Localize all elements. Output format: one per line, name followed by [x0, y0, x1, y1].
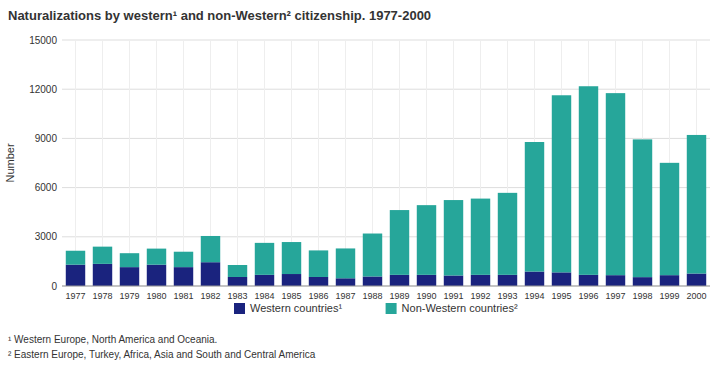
bar [282, 242, 301, 274]
tick-label: 1996 [578, 291, 598, 301]
bar [201, 262, 220, 286]
bar [309, 250, 328, 277]
tick-label: 1997 [605, 291, 625, 301]
bar [174, 252, 193, 267]
title: Naturalizations by western¹ and non-West… [8, 8, 431, 23]
tick-label: 1992 [470, 291, 490, 301]
bar [552, 95, 571, 272]
footnote: ² Eastern Europe, Turkey, Africa, Asia a… [8, 349, 316, 360]
bar [66, 265, 85, 286]
tick-label: 6000 [35, 182, 58, 193]
bar [660, 275, 679, 286]
bar [633, 277, 652, 286]
bar [228, 265, 247, 277]
tick-label: 1994 [524, 291, 544, 301]
bar [390, 210, 409, 275]
legend-label: Western countries¹ [250, 302, 342, 314]
tick-label: 1987 [335, 291, 355, 301]
tick-label: 1985 [281, 291, 301, 301]
tick-label: 3000 [35, 231, 58, 242]
bar [579, 275, 598, 286]
grid-line [62, 89, 710, 90]
grid-line [75, 40, 76, 286]
chart: Naturalizations by western¹ and non-West… [0, 0, 721, 378]
tick-label: 1983 [227, 291, 247, 301]
bar [363, 276, 382, 286]
tick-label: 1979 [119, 291, 139, 301]
footnote: ¹ Western Europe, North America and Ocea… [8, 334, 217, 345]
bar [471, 275, 490, 286]
bar [606, 93, 625, 275]
bar [255, 275, 274, 286]
bar [444, 276, 463, 286]
axis-line [62, 286, 710, 287]
bar [255, 243, 274, 275]
bar [633, 139, 652, 277]
grid-line [237, 40, 238, 286]
bar [579, 86, 598, 275]
bar [336, 248, 355, 278]
tick-label: 1991 [443, 291, 463, 301]
bar [228, 277, 247, 286]
tick-label: 0 [51, 281, 57, 292]
bar [120, 267, 139, 286]
bar [390, 275, 409, 286]
tick-label: 1986 [308, 291, 328, 301]
tick-label: 2000 [686, 291, 706, 301]
grid-line [183, 40, 184, 286]
bar [201, 236, 220, 262]
bar [363, 234, 382, 277]
tick-label: 1993 [497, 291, 517, 301]
bar [93, 264, 112, 286]
tick-label: 1978 [92, 291, 112, 301]
bars [66, 86, 706, 286]
legend-swatch [234, 303, 245, 314]
legend-label: Non-Western countries² [402, 302, 518, 314]
bar [336, 278, 355, 286]
bar [147, 265, 166, 286]
bar [606, 275, 625, 286]
bar [525, 142, 544, 272]
tick-label: 9000 [35, 133, 58, 144]
legend-swatch [386, 303, 397, 314]
bar [687, 274, 706, 286]
bar [444, 200, 463, 275]
bar [687, 135, 706, 274]
tick-label: 1984 [254, 291, 274, 301]
grid-line [318, 40, 319, 286]
bar [498, 193, 517, 275]
tick-label: 1999 [659, 291, 679, 301]
grid-line [129, 40, 130, 286]
tick-label: 1998 [632, 291, 652, 301]
bar [471, 199, 490, 275]
bar [417, 275, 436, 286]
grid-line [62, 40, 710, 41]
bar [93, 247, 112, 264]
tick-label: 1989 [389, 291, 409, 301]
bar [660, 163, 679, 275]
bar [282, 274, 301, 286]
bar [525, 272, 544, 286]
tick-label: 1977 [65, 291, 85, 301]
axis-label: Number [4, 143, 16, 182]
bar [174, 267, 193, 286]
tick-label: 1981 [173, 291, 193, 301]
tick-label: 1982 [200, 291, 220, 301]
tick-label: 1988 [362, 291, 382, 301]
bar [147, 249, 166, 265]
bar [309, 277, 328, 286]
grid-line [62, 286, 710, 287]
bar [66, 251, 85, 265]
tick-label: 15000 [29, 35, 57, 46]
legend: Western countries¹ Non-Western countries² [234, 302, 518, 314]
tick-label: 12000 [29, 84, 57, 95]
tick-label: 1990 [416, 291, 436, 301]
bar [417, 205, 436, 275]
bar [120, 253, 139, 267]
bar [552, 272, 571, 286]
bar [498, 275, 517, 286]
tick-label: 1980 [146, 291, 166, 301]
tick-label: 1995 [551, 291, 571, 301]
